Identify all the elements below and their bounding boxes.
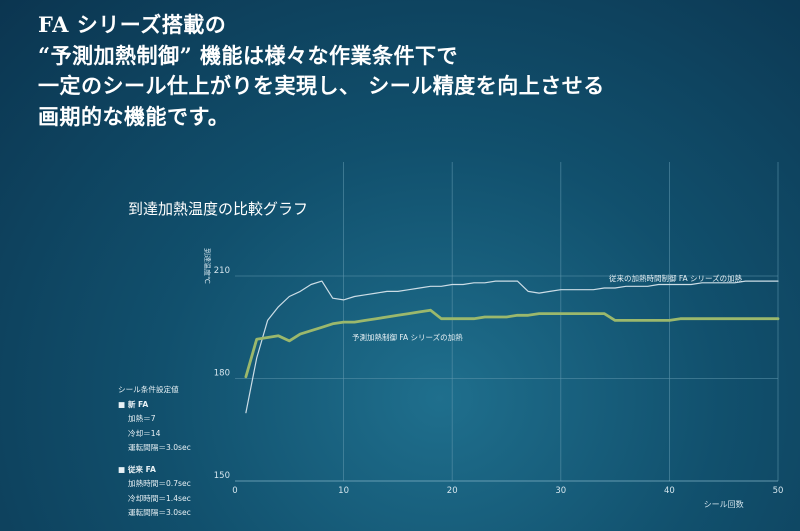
group-spacer	[118, 456, 191, 463]
new-fa-group-label: ■ 新 FA	[118, 399, 149, 409]
old-fa-group-label: ■ 従来 FA	[118, 464, 156, 474]
old-fa-cooling-time: 冷却時間＝1.4sec	[128, 493, 191, 503]
headline: FA シリーズ搭載の “予測加熱制御” 機能は様々な作業条件下で 一定のシール仕…	[38, 10, 605, 132]
series-line-2	[244, 308, 780, 379]
series-annotation-1: 従来の加熱時間制御 FA シリーズの加熱	[609, 273, 743, 283]
chart-title: 到達加熱温度の比較グラフ	[128, 200, 309, 218]
x-tick-label-10: 10	[338, 486, 349, 496]
old-fa-heating-time: 加熱時間＝0.7sec	[128, 479, 191, 488]
old-fa-interval: 運転間隔＝3.0sec	[128, 508, 191, 517]
y-tick-label-150: 150	[214, 471, 230, 481]
x-tick-label-50: 50	[773, 486, 784, 496]
y-tick-label-180: 180	[214, 369, 230, 379]
headline-line-3: 一定のシール仕上がりを実現し、 シール精度を向上させる	[38, 73, 605, 98]
headline-line-4: 画期的な機能です。	[38, 103, 230, 129]
series-line-1	[245, 280, 779, 414]
condition-settings: シール条件設定値 ■ 新 FA 加熱＝7 冷却＝14 運転間隔＝3.0sec ■…	[118, 383, 191, 521]
new-fa-heating: 加熱＝7	[128, 414, 156, 423]
new-fa-cooling: 冷却＝14	[128, 428, 161, 438]
condition-settings-title: シール条件設定値	[118, 385, 179, 394]
series-annotation-2: 予測加熱制御 FA シリーズの加熱	[352, 332, 463, 342]
y-tick-label-210: 210	[214, 266, 230, 276]
headline-line-2: “予測加熱制御” 機能は様々な作業条件下で	[38, 42, 458, 68]
x-tick-label-20: 20	[447, 486, 458, 496]
new-fa-interval: 運転間隔＝3.0sec	[128, 443, 191, 452]
x-axis-label: シール回数	[704, 499, 744, 509]
x-tick-label-0: 0	[232, 486, 237, 496]
x-tick-label-40: 40	[664, 486, 675, 496]
x-tick-label-30: 30	[555, 486, 566, 496]
headline-line-1: FA シリーズ搭載の	[38, 12, 227, 37]
y-axis-label: 到達温度℃	[203, 248, 212, 284]
